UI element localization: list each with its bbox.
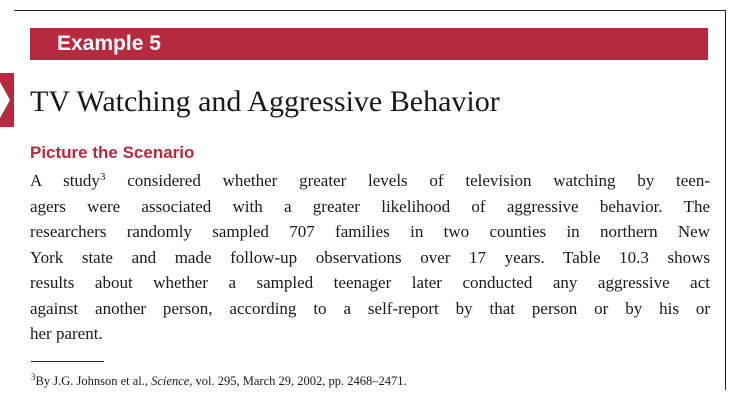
- footnote-text: , vol. 295, March 29, 2002, pp. 2468–247…: [189, 374, 407, 388]
- paragraph-line: results about whether a sampled teenager…: [30, 273, 710, 292]
- page-title: TV Watching and Aggressive Behavior: [30, 85, 500, 118]
- paragraph-line: her parent.: [30, 324, 103, 343]
- footnote-text: By J.G. Johnson et al.,: [35, 374, 152, 388]
- paragraph-line: A study3 considered whether greater leve…: [30, 168, 710, 194]
- footnote-marker: 3: [31, 372, 36, 382]
- section-heading: Picture the Scenario: [30, 143, 195, 162]
- scenario-paragraph: A study3 considered whether greater leve…: [30, 168, 710, 347]
- frame-top-border: [14, 10, 726, 11]
- footnote-journal: Science: [151, 374, 190, 388]
- paragraph-line: against another person, according to a s…: [30, 298, 710, 318]
- paragraph-line: agers were associated with a greater lik…: [30, 196, 710, 216]
- example-label: Example 5: [57, 32, 161, 55]
- paragraph-line: York state and made follow-up observatio…: [30, 247, 710, 267]
- side-tab-notch: [0, 82, 10, 118]
- paragraph-text: A study: [30, 171, 100, 190]
- frame-right-border: [725, 10, 726, 390]
- paragraph-text: considered whether greater levels of tel…: [105, 171, 710, 190]
- footnote-reference: 3: [99, 171, 106, 183]
- footnote-rule: [31, 361, 104, 362]
- paragraph-line: researchers randomly sampled 707 familie…: [30, 222, 710, 241]
- footnote: 3By J.G. Johnson et al., Science, vol. 2…: [31, 372, 407, 390]
- example-banner: Example 5: [30, 28, 708, 60]
